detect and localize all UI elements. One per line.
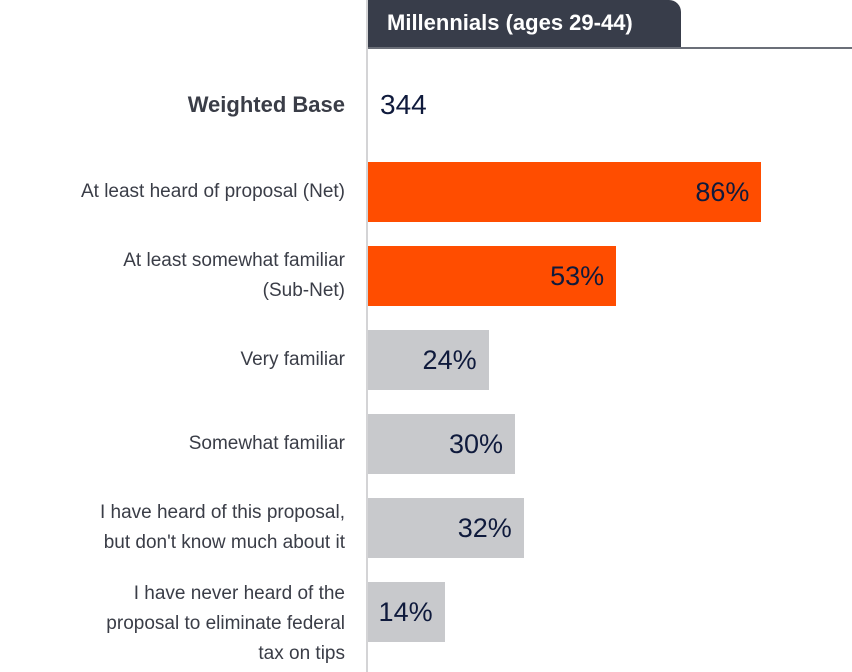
bar: 32% [368, 498, 524, 558]
category-label: I have heard of this proposal, but don't … [99, 502, 345, 553]
axis-line [366, 0, 368, 672]
column-header-tab: Millennials (ages 29-44) [368, 0, 681, 48]
bar-value-label: 24% [422, 345, 477, 375]
bar-value-label: 14% [378, 597, 433, 627]
weighted-base-value: 344 [380, 89, 427, 120]
category-label: I have never heard of the proposal to eli… [106, 583, 345, 664]
bar: 30% [368, 414, 515, 474]
bar-value-label: 32% [457, 513, 512, 543]
bar: 53% [368, 246, 617, 306]
weighted-base-label: Weighted Base [187, 92, 345, 117]
category-label: Somewhat familiar [188, 433, 345, 454]
category-label: Very familiar [240, 349, 345, 370]
bar-value-label: 86% [695, 177, 750, 207]
bar-value-label: 30% [448, 429, 503, 459]
category-label: At least heard of proposal (Net) [80, 181, 345, 202]
header-divider [368, 47, 852, 49]
bar-value-label: 53% [550, 261, 605, 291]
category-label: At least somewhat familiar (Sub-Net) [123, 250, 345, 301]
bar: 24% [368, 330, 489, 390]
bar: 86% [368, 162, 762, 222]
bar: 14% [368, 582, 445, 642]
